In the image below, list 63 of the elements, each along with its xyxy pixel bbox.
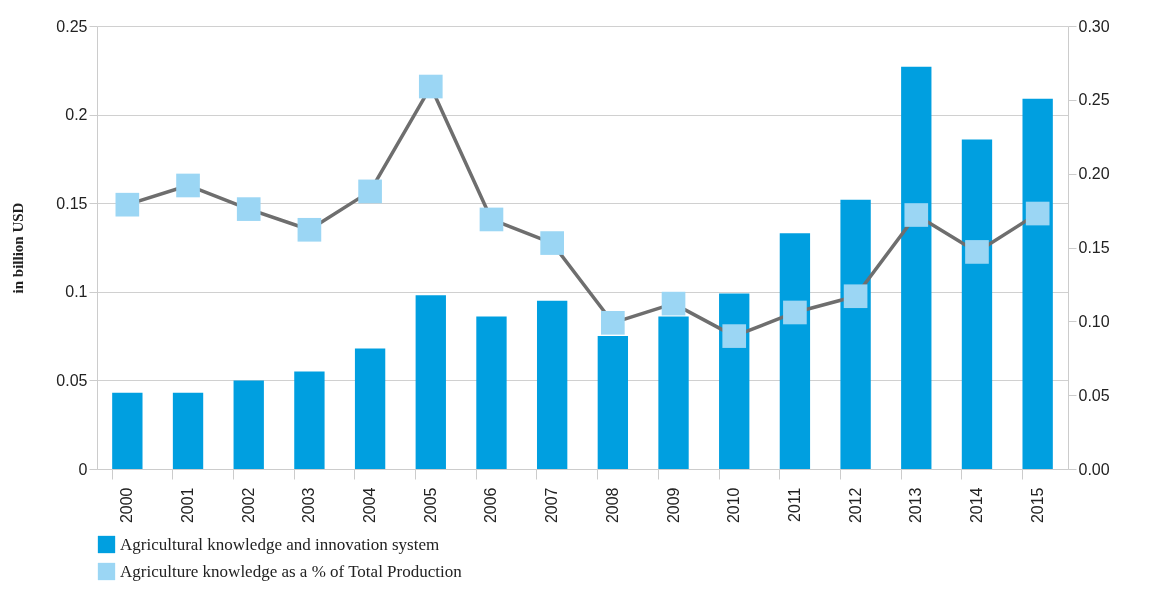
x-tick-label: 2008 [603,487,621,524]
x-tick-label: 2007 [543,487,561,524]
bar [172,392,204,469]
point [783,300,807,325]
point [540,231,564,255]
x-tick-label: 2011 [785,487,803,522]
legend-label: Agriculture knowledge as a % of Total Production [120,561,463,581]
x-tick-label: 2012 [846,487,864,524]
y-axis-title: in billion USD [10,202,27,294]
x-tick-label: 2006 [482,487,500,524]
x-tick-label: 2005 [421,487,439,524]
y2-tick-label: 0.20 [1078,165,1110,183]
bar [233,380,264,469]
y2-tick-label: 0.10 [1078,312,1110,330]
point [1025,201,1050,226]
bar [840,199,871,469]
point [176,173,200,198]
point [418,74,443,99]
bar [779,233,811,469]
bar [658,316,689,469]
x-tick-label: 2002 [239,487,257,524]
bar [354,348,386,469]
point [661,291,686,316]
point [479,207,504,232]
point [904,203,929,227]
x-tick-label: 2009 [664,487,682,524]
x-tick-label: 2000 [118,487,136,524]
bar [476,316,507,469]
y2-tick-label: 0.30 [1078,17,1110,35]
y-tick-label: 0 [78,460,88,478]
bar [901,66,932,469]
point [297,217,322,242]
bar [961,139,993,469]
point [843,284,868,309]
x-tick-label: 2001 [179,487,197,524]
bar [112,392,143,469]
y2-tick-label: 0.25 [1078,91,1110,109]
point [601,310,625,335]
x-tick-label: 2014 [967,487,985,524]
point [965,240,989,264]
point [115,192,140,217]
bar [294,371,325,469]
x-tick-label: 2015 [1028,487,1046,524]
x-tick-label: 2010 [725,487,743,524]
x-tick-label: 2013 [907,487,925,524]
x-tick-label: 2004 [361,487,379,524]
y-tick-label: 0.25 [56,17,88,35]
point [722,324,747,348]
point [358,179,382,204]
bar [1022,98,1053,469]
x-tick-label: 2003 [300,487,318,524]
y2-tick-label: 0.05 [1078,386,1110,404]
point [236,197,261,221]
y-tick-label: 0.05 [56,371,88,389]
y-tick-label: 0.1 [65,283,88,301]
bar [415,295,446,469]
bar [597,336,629,469]
y2-tick-label: 0.00 [1078,460,1110,478]
legend-label: Agricultural knowledge and innovation system [120,534,440,554]
y2-tick-label: 0.15 [1078,239,1110,256]
y-tick-label: 0.15 [56,194,88,212]
bar [536,300,568,469]
y-tick-label: 0.2 [65,106,88,124]
